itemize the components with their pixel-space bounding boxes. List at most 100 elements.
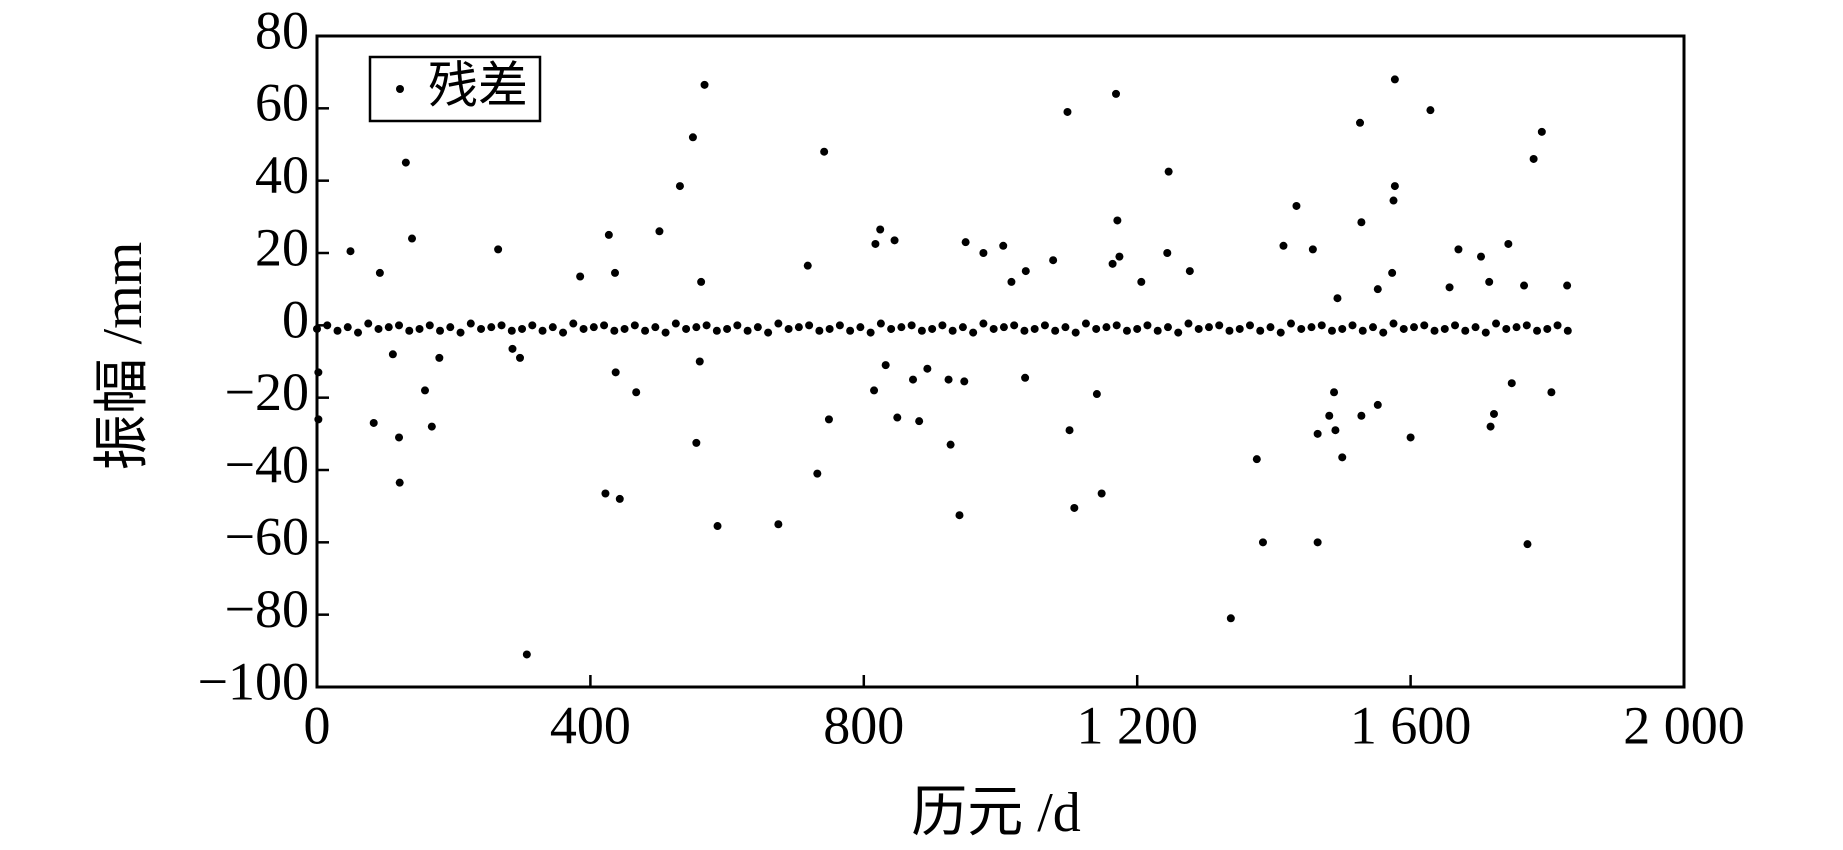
data-point — [313, 324, 321, 333]
data-point — [846, 326, 855, 335]
data-point — [695, 357, 704, 366]
data-point — [388, 350, 397, 359]
data-point — [876, 225, 885, 234]
data-point — [1030, 324, 1039, 333]
x-tick-label: 2 000 — [1623, 695, 1745, 755]
data-point — [1153, 326, 1162, 335]
data-point — [1194, 324, 1203, 333]
data-point — [384, 323, 393, 332]
data-point — [579, 324, 588, 333]
data-point — [955, 511, 964, 520]
data-point — [815, 326, 824, 335]
data-point — [1390, 182, 1399, 191]
data-point — [1338, 324, 1347, 333]
data-point — [601, 489, 610, 498]
data-point — [774, 520, 783, 529]
data-point — [354, 328, 363, 337]
data-point — [576, 272, 585, 281]
data-point — [528, 321, 537, 330]
data-point — [856, 323, 865, 332]
y-axis-label: 振幅 /mm — [92, 242, 154, 471]
data-point — [611, 368, 620, 377]
data-point — [497, 321, 506, 330]
data-point — [969, 328, 978, 337]
data-point — [917, 326, 926, 335]
data-point — [813, 469, 822, 478]
data-point — [1357, 411, 1366, 420]
data-point — [620, 324, 629, 333]
data-point — [871, 239, 880, 248]
data-point — [1276, 328, 1285, 337]
data-point — [508, 344, 517, 353]
y-tick-label: 60 — [255, 73, 309, 133]
data-point — [1292, 201, 1301, 210]
data-point — [713, 522, 722, 531]
data-point — [395, 478, 404, 487]
data-point — [494, 245, 503, 254]
data-point — [1185, 267, 1194, 276]
data-point — [1485, 277, 1494, 286]
data-point — [364, 319, 373, 328]
data-point — [1357, 218, 1366, 227]
data-point — [401, 158, 410, 167]
data-point — [958, 323, 967, 332]
data-point — [1063, 107, 1072, 116]
data-point — [989, 324, 998, 333]
data-point — [1563, 326, 1572, 335]
data-point — [928, 324, 937, 333]
data-point — [1489, 409, 1498, 418]
data-point — [1065, 426, 1074, 435]
data-point — [1049, 256, 1058, 265]
data-point — [1081, 319, 1090, 328]
data-point — [999, 323, 1008, 332]
x-tick-label: 1 600 — [1350, 695, 1472, 755]
data-point — [487, 323, 496, 332]
data-point — [1379, 328, 1388, 337]
data-point — [1327, 326, 1336, 335]
data-point — [395, 433, 404, 442]
data-point — [515, 353, 524, 362]
data-point — [1051, 326, 1060, 335]
data-point — [961, 238, 970, 247]
data-point — [923, 364, 932, 373]
data-point — [415, 324, 424, 333]
data-point — [1563, 281, 1572, 290]
data-point — [1358, 326, 1367, 335]
data-point — [948, 326, 957, 335]
data-point — [1010, 321, 1019, 330]
data-point — [425, 321, 434, 330]
data-point — [1373, 400, 1382, 409]
data-point — [1481, 328, 1490, 337]
data-point — [507, 326, 516, 335]
data-point — [1258, 538, 1267, 547]
data-point — [1122, 326, 1131, 335]
data-point — [1522, 321, 1531, 330]
data-point — [1115, 252, 1124, 261]
data-point — [1164, 167, 1173, 176]
data-point — [655, 227, 664, 236]
data-point — [1492, 319, 1501, 328]
data-point — [1333, 294, 1342, 303]
data-point — [314, 368, 323, 377]
data-point — [1331, 426, 1340, 435]
data-point — [784, 324, 793, 333]
data-point — [1477, 252, 1486, 261]
x-tick-label: 400 — [550, 695, 631, 755]
data-point — [569, 319, 578, 328]
y-tick-label: 0 — [282, 290, 309, 350]
data-point — [1533, 326, 1542, 335]
data-point — [1471, 323, 1480, 332]
data-point — [611, 268, 620, 277]
data-point — [518, 324, 527, 333]
data-point — [435, 353, 444, 362]
y-tick-label: −20 — [225, 362, 309, 422]
data-point — [979, 249, 988, 257]
data-point — [753, 323, 762, 332]
data-point — [427, 422, 436, 431]
data-point — [1389, 319, 1398, 328]
data-point — [369, 418, 378, 427]
data-point — [1348, 321, 1357, 330]
plot-frame — [315, 34, 1686, 689]
data-point — [1297, 324, 1306, 333]
data-point — [1070, 503, 1079, 512]
